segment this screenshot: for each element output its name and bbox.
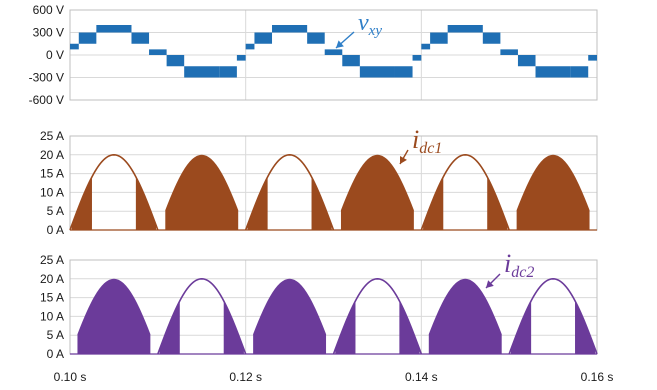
- current-pulse-outline: [508, 277, 598, 355]
- annotation-subscript: dc2: [511, 264, 534, 281]
- annotation-arrow-head: [486, 280, 494, 288]
- current-pulse-band-left: [159, 300, 180, 354]
- y-tick-label: -300 V: [29, 71, 64, 85]
- current-pulse-band-left: [335, 300, 356, 354]
- voltage-step-band: [500, 49, 518, 55]
- x-tick-label: 0.10 s: [54, 370, 87, 384]
- voltage-step-band: [412, 55, 422, 61]
- y-tick-label: 20 A: [40, 272, 64, 286]
- annotation-arrow-head: [400, 155, 407, 164]
- annotation-label-3: idc2: [504, 249, 534, 281]
- voltage-step-band: [307, 32, 325, 44]
- voltage-step-band: [447, 25, 483, 33]
- current-pulse-solid: [516, 154, 590, 230]
- current-pulse-band-left: [247, 176, 268, 230]
- current-pulse-solid: [428, 278, 502, 354]
- y-tick-label: 15 A: [40, 291, 64, 305]
- voltage-step-band: [272, 25, 308, 33]
- current-pulse-solid: [77, 278, 151, 354]
- y-tick-label: 5 A: [47, 328, 64, 342]
- voltage-step-band: [236, 55, 246, 61]
- voltage-step-band: [421, 43, 431, 50]
- y-tick-label: 0 A: [47, 347, 64, 361]
- y-tick-label: 300 V: [33, 26, 64, 40]
- current-pulse-band-right: [311, 176, 332, 230]
- y-tick-label: 10 A: [40, 185, 64, 199]
- x-tick-label: 0.16 s: [581, 370, 614, 384]
- voltage-step-band: [245, 43, 255, 50]
- voltage-step-band: [359, 66, 395, 78]
- voltage-step-band: [78, 32, 97, 44]
- y-tick-label: 25 A: [40, 129, 64, 143]
- current-pulse-band-left: [510, 300, 532, 354]
- y-tick-label: 0 V: [46, 48, 64, 62]
- current-pulse-band-right: [399, 300, 420, 354]
- x-tick-label: 0.14 s: [405, 370, 438, 384]
- voltage-step-band: [394, 66, 413, 78]
- current-pulse-outline: [69, 153, 159, 231]
- x-tick-label: 0.12 s: [229, 370, 262, 384]
- y-tick-label: 10 A: [40, 309, 64, 323]
- y-tick-label: 20 A: [40, 148, 64, 162]
- current-pulse-band-right: [135, 176, 157, 230]
- current-pulse-solid: [340, 154, 414, 230]
- voltage-step-band: [535, 66, 571, 78]
- y-tick-label: -600 V: [29, 93, 64, 107]
- current-pulse-band-right: [223, 300, 244, 354]
- voltage-step-band: [324, 49, 343, 55]
- chart-panel-1: 600 V 300 V 0 V -300 V -600 V vxy: [29, 3, 598, 107]
- annotation-symbol: v: [358, 10, 369, 36]
- voltage-step-band: [149, 49, 167, 55]
- current-pulse-solid: [253, 278, 327, 354]
- voltage-step-band: [570, 66, 589, 78]
- annotation-arrow-head: [336, 40, 344, 48]
- current-pulse-solid: [165, 154, 239, 230]
- voltage-step-band: [131, 32, 150, 44]
- voltage-step-band: [517, 55, 536, 67]
- voltage-step-band: [70, 43, 79, 50]
- y-tick-label: 25 A: [40, 253, 64, 267]
- current-pulse-outline: [244, 153, 335, 231]
- y-tick-label: 15 A: [40, 167, 64, 181]
- voltage-step-band: [342, 55, 360, 67]
- voltage-step-band: [219, 66, 237, 78]
- voltage-step-band: [430, 32, 448, 44]
- current-pulse-band-left: [423, 176, 444, 230]
- annotation-label-2: idc1: [412, 125, 442, 157]
- current-pulse-outline: [332, 277, 423, 355]
- voltage-step-band: [166, 55, 185, 67]
- annotation-symbol: i: [504, 249, 511, 278]
- chart-panel-2: 25 A 20 A 15 A 10 A 5 A 0 A idc1: [40, 125, 598, 237]
- voltage-step-band: [254, 32, 273, 44]
- current-pulse-outline: [420, 153, 510, 231]
- y-tick-label: 0 A: [47, 223, 64, 237]
- annotation-label-1: vxy: [358, 10, 382, 39]
- current-pulse-band-left: [71, 176, 92, 230]
- y-tick-label: 600 V: [33, 3, 64, 17]
- y-tick-label: 5 A: [47, 204, 64, 218]
- voltage-step-band: [482, 32, 501, 44]
- current-pulse-outline: [157, 277, 247, 355]
- voltage-step-band: [588, 55, 597, 61]
- current-pulse-band-right: [575, 300, 596, 354]
- annotation-subscript: dc1: [419, 140, 442, 157]
- voltage-step-band: [184, 66, 220, 78]
- chart-panel-3: 25 A 20 A 15 A 10 A 5 A 0 A idc2: [40, 249, 598, 361]
- annotation-symbol: i: [412, 125, 419, 154]
- annotation-subscript: xy: [368, 23, 383, 39]
- current-pulse-band-right: [487, 176, 508, 230]
- voltage-step-band: [96, 25, 132, 33]
